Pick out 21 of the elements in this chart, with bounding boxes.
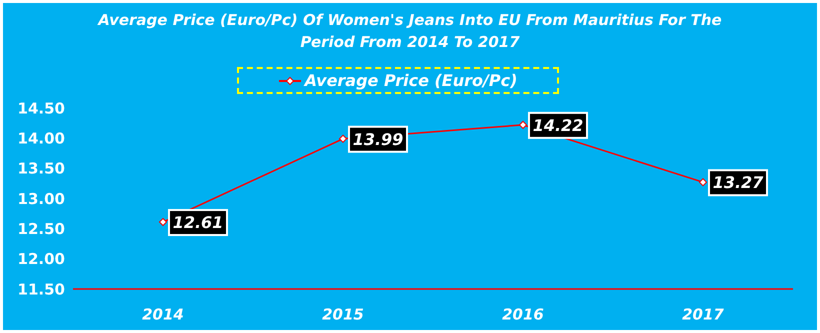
y-tick-label: 13.00 — [18, 190, 65, 208]
x-tick-label: 2017 — [682, 306, 724, 324]
data-label: 13.27 — [712, 173, 764, 192]
y-tick-label: 12.00 — [18, 250, 65, 268]
y-tick-label: 12.50 — [18, 220, 65, 238]
point — [699, 178, 707, 186]
x-tick-label: 2015 — [322, 306, 364, 324]
x-tick-label: 2016 — [502, 306, 544, 324]
y-tick-label: 13.50 — [18, 160, 65, 178]
data-label: 13.99 — [352, 130, 404, 149]
data-label: 12.61 — [172, 213, 224, 232]
x-tick-label: 2014 — [142, 306, 184, 324]
point — [159, 218, 167, 226]
y-tick-label: 14.00 — [18, 129, 65, 148]
chart-title: Average Price (Euro/Pc) Of Women's Jeans Into EU From Mauritius For The Period From 2014 To 2017 — [96, 10, 723, 53]
point — [519, 120, 527, 129]
y-tick-label: 11.50 — [18, 280, 65, 298]
point — [339, 134, 347, 143]
data-label: 14.22 — [532, 116, 584, 135]
y-tick-label: 14.50 — [18, 99, 65, 118]
legend-label: Average Price (Euro/Pc) — [304, 71, 518, 90]
